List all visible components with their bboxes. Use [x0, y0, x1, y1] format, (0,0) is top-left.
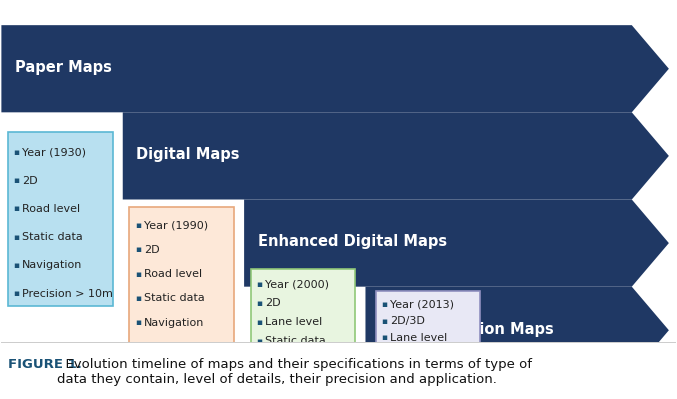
- FancyBboxPatch shape: [8, 132, 112, 306]
- Text: ▪: ▪: [381, 383, 387, 393]
- Text: Precision 50cm: Precision 50cm: [265, 374, 349, 384]
- Text: ▪: ▪: [14, 176, 20, 185]
- Text: Static data: Static data: [144, 293, 204, 304]
- Text: Enhanced Digital Maps: Enhanced Digital Maps: [257, 234, 447, 249]
- Text: Precision < 10cm: Precision < 10cm: [390, 383, 487, 393]
- Polygon shape: [244, 200, 669, 286]
- Text: ▪: ▪: [135, 270, 141, 279]
- Text: Digital Maps: Digital Maps: [136, 147, 240, 162]
- Text: ADAS: ADAS: [265, 355, 296, 365]
- Text: Lane level: Lane level: [265, 317, 322, 327]
- FancyBboxPatch shape: [251, 269, 355, 388]
- Text: ▪: ▪: [14, 261, 20, 270]
- Text: High-Definition Maps: High-Definition Maps: [379, 322, 554, 337]
- FancyBboxPatch shape: [1, 342, 676, 398]
- Text: 2D: 2D: [144, 245, 159, 255]
- Text: ▪: ▪: [257, 356, 263, 365]
- Text: Navigation: Navigation: [144, 318, 204, 328]
- Text: ▪: ▪: [381, 317, 387, 326]
- Polygon shape: [123, 113, 669, 200]
- Text: ▪: ▪: [257, 375, 263, 384]
- Text: ▪: ▪: [14, 148, 20, 157]
- Text: 2D: 2D: [22, 176, 38, 186]
- Text: Year (1990): Year (1990): [144, 221, 208, 231]
- Text: Year (2013): Year (2013): [390, 300, 454, 310]
- Text: ▪: ▪: [135, 318, 141, 327]
- Text: Paper Maps: Paper Maps: [15, 60, 112, 75]
- Text: Lane level: Lane level: [390, 333, 447, 343]
- Text: ▪: ▪: [257, 337, 263, 346]
- Text: Precision > 10m: Precision > 10m: [22, 289, 113, 299]
- Text: ▪: ▪: [135, 294, 141, 303]
- Text: 2D: 2D: [265, 298, 281, 308]
- Polygon shape: [366, 286, 669, 374]
- Text: ▪: ▪: [257, 298, 263, 308]
- Text: ▪: ▪: [381, 334, 387, 342]
- Text: ▪: ▪: [135, 245, 141, 254]
- Text: Static data: Static data: [22, 232, 83, 242]
- FancyBboxPatch shape: [129, 207, 234, 358]
- Text: ADAS/AD: ADAS/AD: [390, 366, 440, 376]
- Text: Evolution timeline of maps and their specifications in terms of type of
data the: Evolution timeline of maps and their spe…: [57, 358, 531, 386]
- FancyBboxPatch shape: [376, 290, 480, 396]
- Text: ▪: ▪: [381, 300, 387, 309]
- Text: Year (2000): Year (2000): [265, 279, 329, 289]
- Text: ▪: ▪: [14, 289, 20, 298]
- Text: ▪: ▪: [257, 280, 263, 288]
- Text: ▪: ▪: [135, 221, 141, 230]
- Text: FIGURE 1.: FIGURE 1.: [8, 358, 82, 371]
- Text: 2D/3D: 2D/3D: [390, 316, 424, 326]
- Text: ▪: ▪: [381, 350, 387, 359]
- Text: Precision 5-10m: Precision 5-10m: [144, 342, 233, 352]
- Text: ▪: ▪: [14, 204, 20, 213]
- Text: ▪: ▪: [135, 343, 141, 352]
- Text: Road level: Road level: [22, 204, 81, 214]
- Text: Static & dynamic data: Static & dynamic data: [390, 350, 514, 359]
- Text: Static data: Static data: [265, 336, 326, 346]
- Text: Navigation: Navigation: [22, 261, 83, 271]
- Text: ▪: ▪: [14, 233, 20, 242]
- Text: ▪: ▪: [381, 367, 387, 376]
- Text: Year (1930): Year (1930): [22, 148, 86, 158]
- Text: Road level: Road level: [144, 269, 202, 279]
- Text: ▪: ▪: [257, 318, 263, 327]
- Polygon shape: [1, 25, 669, 113]
